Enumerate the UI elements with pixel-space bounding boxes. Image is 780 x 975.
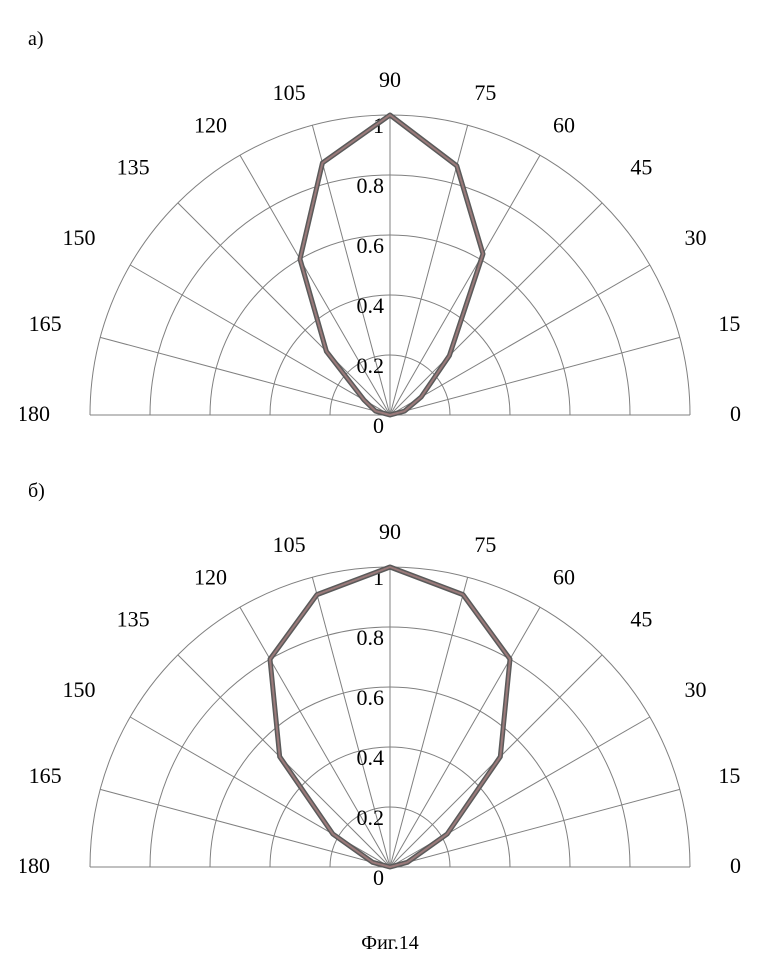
angle-label: 165 (29, 763, 62, 788)
angle-label: 30 (684, 225, 706, 250)
radial-label: 0.2 (357, 353, 385, 378)
data-series-inner (300, 115, 483, 415)
angle-label: 60 (553, 113, 575, 138)
angle-label: 0 (730, 401, 741, 426)
angle-label: 135 (117, 607, 150, 632)
radial-label: 0.6 (357, 685, 385, 710)
angle-label: 120 (194, 565, 227, 590)
angular-gridline (390, 203, 602, 415)
angular-gridline (390, 607, 540, 867)
angle-label: 135 (117, 155, 150, 180)
panel-label: б) (28, 480, 760, 503)
radial-label: 0.4 (357, 293, 385, 318)
angle-label: 15 (718, 763, 740, 788)
radial-label: 0.4 (357, 745, 385, 770)
radial-label: 0.8 (357, 625, 385, 650)
polar-chart: 0 15 30 45 60 75 90 105 120 135 150 165 180 0 0.2 0.4 0.… (20, 55, 760, 460)
radial-label: 0.8 (357, 173, 385, 198)
angular-gridline (390, 265, 650, 415)
angular-gridline (100, 789, 390, 867)
panel-label: а) (28, 28, 760, 51)
angle-label: 60 (553, 565, 575, 590)
angle-label: 15 (718, 311, 740, 336)
angle-label: 105 (273, 532, 306, 557)
radial-label: 0 (373, 865, 384, 890)
angular-gridline (390, 789, 680, 867)
radial-label: 0.2 (357, 805, 385, 830)
angle-label: 45 (630, 607, 652, 632)
angle-label: 0 (730, 853, 741, 878)
radial-label: 0 (373, 413, 384, 438)
angle-label: 150 (63, 677, 96, 702)
angle-label: 90 (379, 67, 401, 92)
angle-label: 150 (63, 225, 96, 250)
angle-label: 180 (20, 853, 50, 878)
angle-label: 105 (273, 80, 306, 105)
angle-label: 180 (20, 401, 50, 426)
angle-label: 30 (684, 677, 706, 702)
angular-gridline (130, 265, 390, 415)
polar-chart: 0 15 30 45 60 75 90 105 120 135 150 165 180 0 0.2 0.4 0.… (20, 507, 760, 912)
angle-label: 45 (630, 155, 652, 180)
figure-caption: Фиг.14 (20, 932, 760, 955)
angle-label: 75 (474, 80, 496, 105)
angle-label: 75 (474, 532, 496, 557)
angle-label: 120 (194, 113, 227, 138)
angle-label: 90 (379, 519, 401, 544)
radial-label: 0.6 (357, 233, 385, 258)
angle-label: 165 (29, 311, 62, 336)
